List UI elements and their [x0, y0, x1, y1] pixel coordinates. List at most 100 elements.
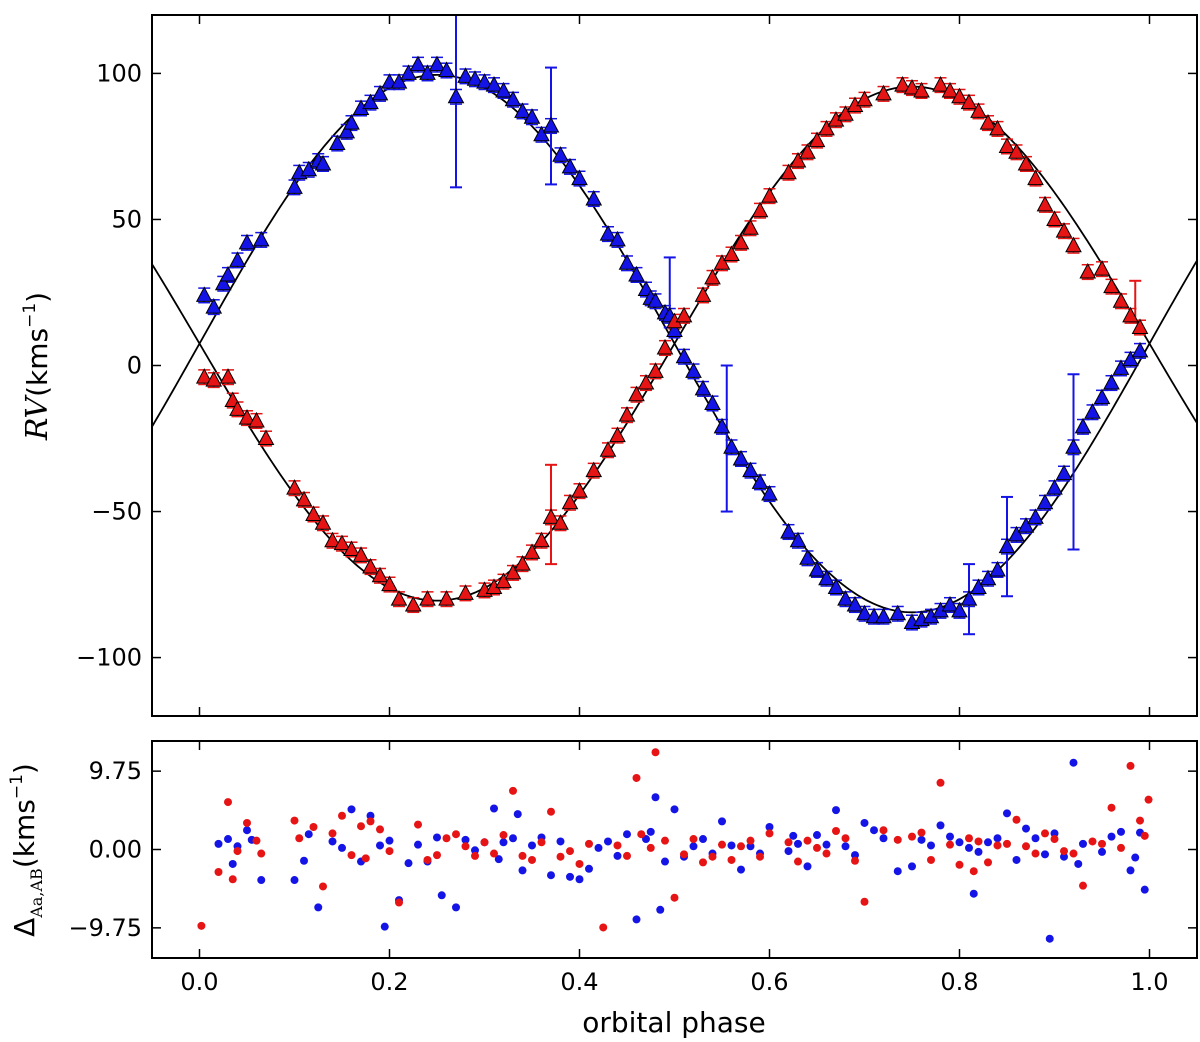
- rv-point-component-blue: [856, 604, 873, 621]
- residual-point-residuals-blue: [917, 835, 926, 844]
- rv-point-component-red: [979, 114, 997, 130]
- rv-point-component-red: [913, 81, 930, 98]
- residual-point-residuals-blue: [765, 822, 774, 831]
- residual-point-residuals-red: [860, 897, 869, 906]
- residual-point-residuals-red: [1012, 815, 1021, 824]
- residual-point-residuals-red: [718, 840, 726, 849]
- residual-point-residuals-red: [1136, 816, 1144, 825]
- rv-point-component-blue: [328, 134, 346, 151]
- residual-point-residuals-red: [727, 855, 736, 864]
- residual-point-residuals-blue: [575, 875, 584, 884]
- residual-point-residuals-blue: [304, 830, 313, 839]
- residual-point-residuals-red: [680, 850, 688, 859]
- rv-point-component-blue: [552, 146, 569, 162]
- rv-point-component-blue: [1131, 341, 1149, 358]
- rv-point-component-red: [229, 400, 246, 416]
- residual-point-residuals-blue: [228, 859, 237, 868]
- residual-point-residuals-blue: [224, 835, 232, 844]
- rv-point-component-blue: [338, 122, 356, 139]
- rv-point-component-red: [324, 531, 341, 548]
- residual-point-residuals-red: [376, 825, 384, 834]
- residual-point-residuals-blue: [437, 891, 446, 900]
- rv-point-component-red: [542, 508, 560, 524]
- residual-point-residuals-blue: [613, 851, 622, 860]
- rv-point-component-blue: [1055, 464, 1073, 481]
- rv-point-component-red: [295, 490, 313, 507]
- residual-point-residuals-red: [1117, 843, 1125, 852]
- residual-point-residuals-blue: [661, 857, 669, 866]
- residual-point-residuals-blue: [813, 831, 821, 840]
- residual-point-residuals-red: [613, 841, 622, 850]
- rv-point-component-blue: [495, 81, 512, 98]
- rv-point-component-red: [419, 590, 436, 606]
- rv-point-component-red: [404, 595, 422, 612]
- residual-point-residuals-red: [452, 830, 460, 839]
- model-curve-component-red: [152, 85, 1197, 602]
- residual-point-residuals-red: [461, 842, 470, 851]
- residual-point-residuals-red: [984, 858, 992, 867]
- rv-point-component-red: [989, 119, 1006, 136]
- top-x-ticks: [198, 15, 1151, 716]
- residual-point-residuals-blue: [908, 862, 916, 871]
- residual-point-residuals-red: [765, 829, 774, 838]
- residual-point-residuals-red: [1041, 829, 1049, 838]
- residual-point-residuals-red: [490, 849, 498, 858]
- residual-point-residuals-blue: [528, 841, 536, 850]
- rv-point-component-blue: [1046, 479, 1063, 495]
- rv-point-component-blue: [504, 90, 522, 107]
- residual-point-residuals-red: [347, 851, 356, 860]
- residual-point-residuals-red: [1031, 849, 1040, 858]
- residual-point-residuals-red: [537, 838, 546, 847]
- bottom-y-tick-label: −9.75: [68, 914, 142, 942]
- rv-point-component-blue: [447, 87, 465, 104]
- residual-point-residuals-red: [357, 822, 365, 831]
- residual-point-residuals-red: [243, 818, 251, 827]
- rv-point-component-blue: [960, 590, 978, 606]
- residual-point-residuals-red: [197, 921, 206, 930]
- rv-point-component-blue: [1074, 417, 1092, 434]
- residual-point-residuals-red: [689, 835, 698, 844]
- residual-point-residuals-blue: [927, 841, 935, 850]
- bottom-frame: [151, 740, 1198, 959]
- rv-point-component-blue: [989, 560, 1006, 577]
- rv-point-component-blue: [889, 604, 907, 621]
- residual-point-residuals-blue: [1098, 847, 1106, 856]
- rv-point-component-red: [352, 546, 370, 562]
- residual-point-residuals-blue: [1050, 829, 1059, 838]
- residual-point-residuals-red: [955, 860, 964, 869]
- rv-point-component-blue: [476, 73, 493, 89]
- rv-point-component-red: [970, 102, 987, 118]
- rv-point-component-blue: [599, 225, 617, 241]
- residual-point-residuals-blue: [646, 827, 655, 836]
- rv-point-component-blue: [533, 125, 550, 142]
- residual-point-residuals-red: [518, 851, 527, 860]
- residual-point-residuals-red: [794, 857, 802, 866]
- residual-point-residuals-red: [228, 875, 237, 884]
- rv-point-component-red: [960, 93, 978, 110]
- residual-point-residuals-red: [936, 778, 945, 787]
- rv-point-component-red: [1112, 292, 1130, 308]
- rv-point-component-red: [205, 371, 223, 387]
- residual-point-residuals-red: [295, 834, 304, 843]
- residual-point-residuals-blue: [718, 817, 726, 826]
- rv-point-component-red: [305, 505, 322, 521]
- residual-point-residuals-blue: [1117, 827, 1125, 836]
- residual-point-residuals-blue: [509, 834, 517, 843]
- residual-point-residuals-red: [385, 847, 394, 856]
- residual-point-residuals-red: [813, 843, 821, 852]
- bottom-panel: 9.75 0.00 −9.75 0.0 0.2 0.4 0.6 0.8 1.0 orbital…: [7, 740, 1198, 1039]
- rv-point-component-blue: [846, 595, 864, 612]
- residual-point-residuals-red: [233, 847, 242, 856]
- bottom-x-axis: 0.0 0.2 0.4 0.6 0.8 1.0: [180, 741, 1169, 996]
- residual-point-residuals-red: [566, 847, 574, 856]
- rv-point-component-blue: [219, 265, 237, 282]
- residual-point-residuals-red: [993, 841, 1002, 850]
- residual-point-residuals-red: [366, 817, 375, 826]
- rv-point-component-red: [571, 482, 588, 498]
- residual-point-residuals-blue: [974, 847, 983, 856]
- residual-point-residuals-red: [1022, 842, 1030, 851]
- rv-point-component-red: [694, 286, 712, 302]
- residual-point-residuals-blue: [946, 832, 954, 841]
- bottom-y-tick-label: 0.00: [89, 836, 142, 864]
